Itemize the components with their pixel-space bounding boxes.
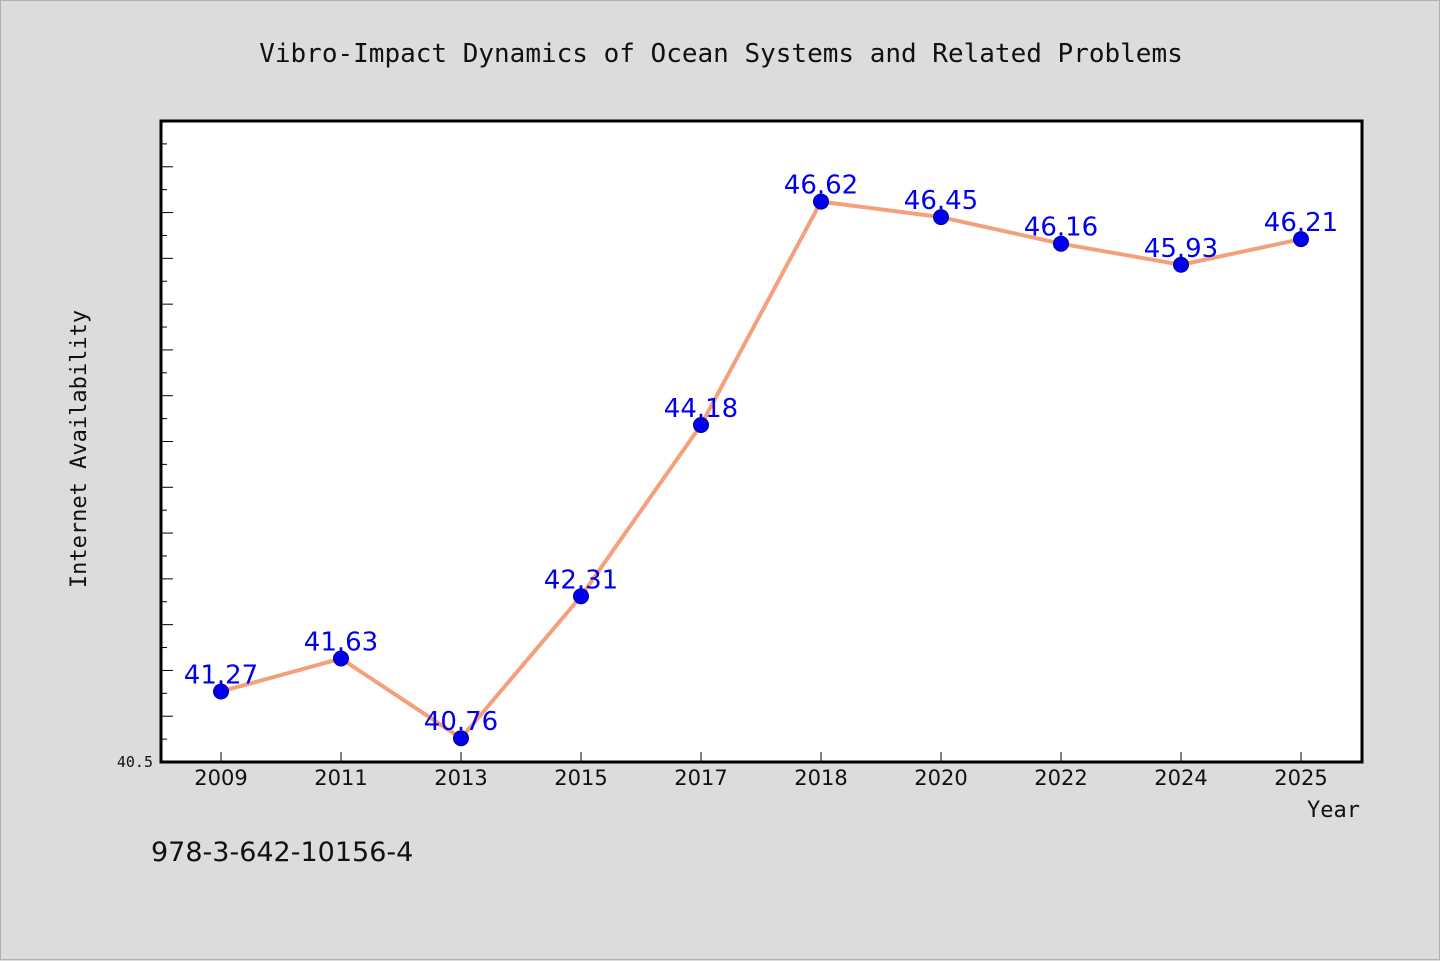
plot-area [159,119,1364,764]
data-point [573,588,589,605]
data-label: 46.45 [904,186,978,216]
x-axis-label: Year [1307,798,1360,823]
data-label: 42.31 [544,565,618,595]
y-axis-ticks: 40.5 [117,120,173,771]
x-tick-label: 2013 [434,766,487,790]
data-point [333,650,349,667]
series-line [220,199,1302,741]
data-label: 41.63 [304,628,378,658]
x-tick-label: 2022 [1034,766,1087,790]
data-point [1173,256,1189,273]
x-tick-label: 2015 [554,766,607,790]
series-line-group [220,199,1302,741]
x-tick-label: 2025 [1274,766,1327,790]
x-tick-label: 2011 [314,766,367,790]
data-point [1293,231,1309,248]
x-tick-label: 2018 [794,766,847,790]
y-axis-label: Internet Availability [67,310,92,588]
data-point [1053,235,1069,252]
x-axis-ticks: 2009 2011 2013 2015 2017 2018 2020 2022 2024 2025 [194,752,1328,790]
y-tick-label: 40.5 [117,753,153,771]
data-point [813,193,829,210]
data-label: 41.27 [184,660,258,690]
x-tick-label: 2009 [194,766,247,790]
data-label: 44.18 [664,394,738,424]
x-tick-label: 2017 [674,766,727,790]
data-label: 40.76 [424,707,498,737]
data-point [453,730,469,747]
data-point [213,683,229,700]
x-tick-label: 2024 [1154,766,1207,790]
data-label: 46.16 [1024,213,1098,243]
isbn-text: 978-3-642-10156-4 [151,837,414,868]
data-labels: 41.27 41.63 40.76 42.31 44.18 46.62 46.45 46.16… [184,171,1338,738]
series-markers [213,193,1309,747]
data-label: 46.21 [1264,208,1338,238]
data-label: 45.93 [1144,234,1218,264]
chart-title: Vibro-Impact Dynamics of Ocean Systems a… [259,39,1183,69]
data-point [933,209,949,226]
data-label: 46.62 [784,171,858,201]
data-point [693,417,709,434]
x-tick-label: 2020 [914,766,967,790]
